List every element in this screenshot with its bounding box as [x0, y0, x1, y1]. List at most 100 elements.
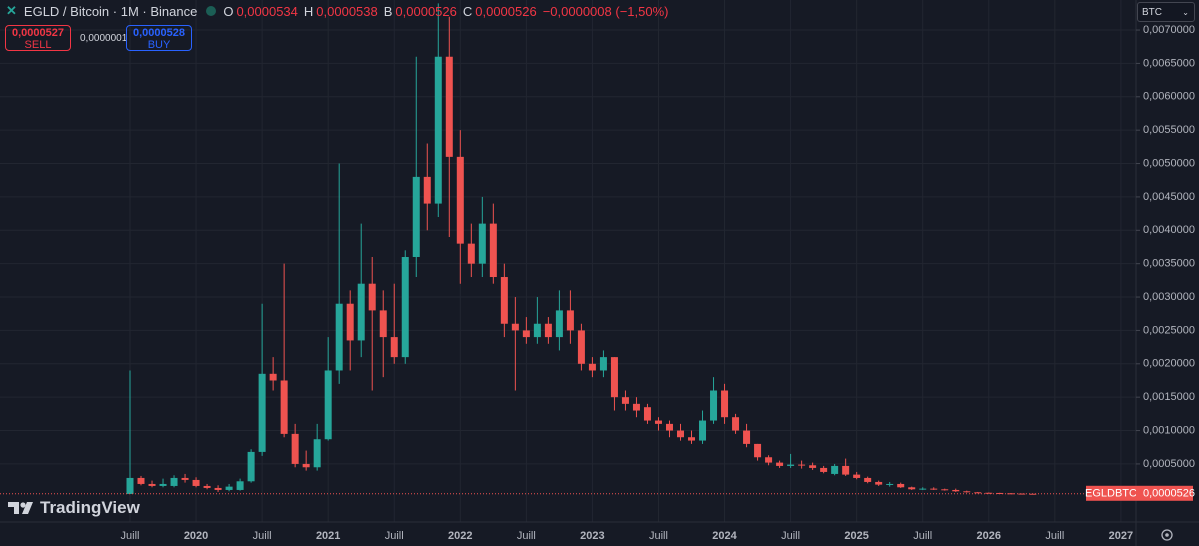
- symbol[interactable]: EGLD / Bitcoin · 1M · Binance: [23, 3, 198, 19]
- x-tick-label: 2020: [184, 530, 208, 542]
- candle-body: [225, 486, 233, 490]
- o-label: O: [223, 3, 234, 19]
- candle-body: [412, 176, 420, 257]
- candle-body: [831, 465, 839, 474]
- h-value: 0,0000538: [316, 3, 378, 19]
- candles: [0, 3, 1136, 495]
- legend-header: ✕ EGLD / Bitcoin · 1M · Binance O 0,00005…: [6, 3, 671, 19]
- candle-body: [203, 485, 211, 488]
- candle-body: [500, 277, 508, 324]
- candle-body: [192, 479, 200, 486]
- candle-body: [269, 373, 277, 381]
- candle-body: [688, 437, 696, 441]
- logo: TradingView: [8, 498, 140, 518]
- candle-body: [379, 310, 387, 338]
- symbol-tag: [1086, 485, 1136, 501]
- candle-body: [302, 463, 310, 468]
- candle-body: [599, 357, 607, 371]
- status-dot: [206, 6, 217, 16]
- x-tick-label: Juill: [121, 530, 140, 542]
- candle-body: [632, 403, 640, 411]
- sell-label: SELL: [24, 39, 52, 51]
- x-tick-label: Juill: [913, 530, 932, 542]
- o-value: 0,0000534: [236, 3, 298, 19]
- candle-body: [677, 430, 684, 438]
- candle-body: [776, 462, 784, 466]
- currency: BTC: [1142, 7, 1162, 18]
- settings-icon[interactable]: [1161, 529, 1173, 541]
- change: −0,0000008 (−1,50%): [542, 3, 669, 19]
- axes: 0,0005000 0,0010000 0,0015000 0,0020000 0,00…: [121, 24, 1195, 542]
- candle-body: [732, 417, 740, 431]
- candle-body: [621, 397, 629, 404]
- x-tick-label: 2024: [712, 530, 737, 542]
- h-label: H: [303, 3, 314, 19]
- y-tick-label: 0,0015000: [1143, 391, 1195, 403]
- x-tick-label: Juill: [781, 530, 800, 542]
- candle-body: [148, 483, 156, 486]
- buy-price: 0,0000528: [133, 27, 185, 39]
- candle-body: [809, 465, 817, 468]
- settings-icon-dot: [1165, 533, 1169, 537]
- y-tick-label: 0,0070000: [1143, 24, 1195, 36]
- x-tick-label: 2025: [844, 530, 868, 542]
- candle-body: [236, 481, 244, 490]
- candle-body: [721, 390, 729, 418]
- candle-body: [423, 176, 431, 204]
- candle-body: [214, 487, 222, 490]
- price-tag: [1136, 485, 1193, 501]
- candle-body: [930, 488, 938, 490]
- candle-body: [743, 430, 751, 444]
- y-tick-label: 0,0025000: [1143, 324, 1195, 336]
- y-tick-label: 0,0055000: [1143, 124, 1195, 136]
- y-tick-label: 0,0035000: [1143, 258, 1195, 270]
- candle-body: [137, 477, 145, 484]
- candle-body: [126, 477, 134, 494]
- candle-body: [170, 477, 178, 486]
- x-tick-label: 2021: [316, 530, 340, 542]
- x-tick-label: 2027: [1109, 530, 1133, 542]
- candle-body: [401, 256, 409, 358]
- candle-body: [159, 483, 167, 486]
- candle-body: [974, 492, 982, 494]
- candle-body: [522, 330, 530, 338]
- symbol-tag-label: EGLDBTC: [1085, 488, 1137, 500]
- candle-body: [313, 439, 321, 468]
- candle-body: [478, 223, 486, 264]
- spread: 0,0000001: [80, 33, 128, 44]
- grid: [0, 0, 1136, 522]
- candle-body: [875, 481, 883, 485]
- candle-body: [1007, 493, 1015, 495]
- sell-button[interactable]: 0,0000527 SELL: [5, 25, 71, 51]
- candle-body: [864, 477, 872, 482]
- candle-body: [445, 56, 453, 157]
- candle-body: [280, 380, 288, 434]
- logo-text: TradingView: [40, 498, 140, 517]
- buy-button[interactable]: 0,0000528 BUY: [126, 25, 192, 51]
- y-tick-label: 0,0005000: [1143, 458, 1195, 470]
- y-tick-label: 0,0045000: [1143, 191, 1195, 203]
- candle-body: [919, 488, 927, 490]
- x-tick-label: Juill: [649, 530, 668, 542]
- y-tick-label: 0,0030000: [1143, 291, 1195, 303]
- candle-body: [787, 464, 795, 466]
- x-tick-label: 2026: [977, 530, 1001, 542]
- currency-select[interactable]: BTC ⌄: [1137, 2, 1195, 22]
- candle-body: [368, 283, 376, 311]
- candle-body: [467, 243, 475, 264]
- candle-body: [511, 323, 519, 331]
- buy-label: BUY: [147, 39, 171, 51]
- b-value: 0,0000526: [395, 3, 457, 19]
- candle-body: [908, 487, 916, 490]
- candle-body: [434, 56, 442, 204]
- y-tick-label: 0,0040000: [1143, 224, 1195, 236]
- candle-body: [291, 433, 299, 464]
- candle-body: [390, 337, 398, 358]
- candle-body: [489, 223, 497, 278]
- candle-body: [798, 464, 806, 466]
- b-label: B: [383, 3, 393, 19]
- x-tick-label: Juill: [1045, 530, 1064, 542]
- candle-body: [357, 283, 365, 341]
- candle-body: [886, 483, 894, 485]
